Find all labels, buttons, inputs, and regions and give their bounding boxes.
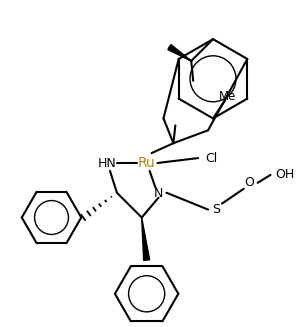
Text: Ru: Ru bbox=[138, 156, 155, 170]
Polygon shape bbox=[142, 217, 149, 260]
Text: Cl: Cl bbox=[205, 151, 217, 164]
Text: O: O bbox=[245, 176, 255, 189]
Text: S: S bbox=[212, 203, 220, 216]
Text: OH: OH bbox=[276, 168, 295, 181]
Polygon shape bbox=[168, 44, 191, 61]
Text: N: N bbox=[154, 187, 163, 200]
Text: Me: Me bbox=[219, 90, 237, 103]
Text: HN: HN bbox=[98, 157, 116, 169]
